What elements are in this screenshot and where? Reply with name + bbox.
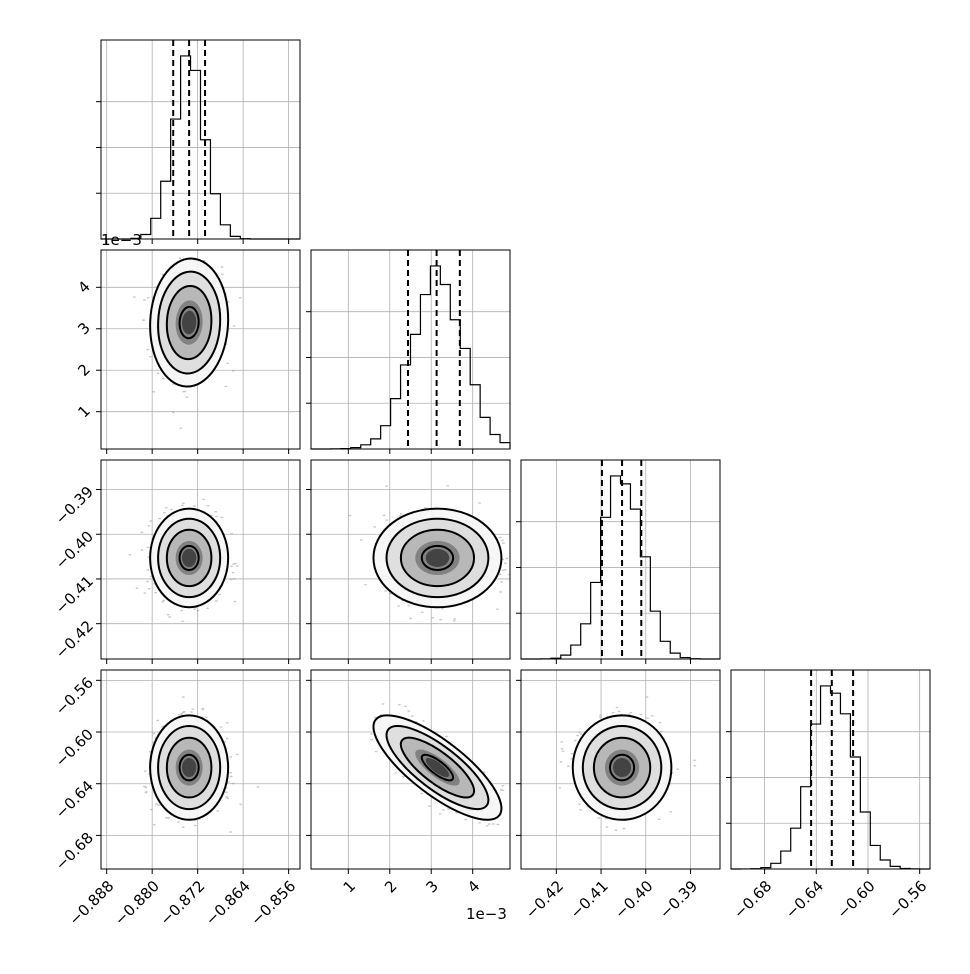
panel-content [558, 696, 697, 831]
histogram-panel-1 [96, 39, 301, 244]
y-tick-label: −0.56 [52, 674, 97, 719]
contour-line [149, 507, 230, 609]
y-tick-label: −0.40 [52, 528, 97, 573]
histogram-steps [520, 475, 721, 660]
panel-frame [520, 459, 721, 660]
panel-frame [100, 39, 301, 240]
histogram-panel-4 [726, 669, 931, 874]
y-tick-label: −0.41 [52, 572, 97, 617]
contour-line [149, 257, 230, 388]
scatter-panel-4-2 [306, 669, 511, 874]
x-tick-label: −0.41 [567, 877, 612, 922]
panel-content [348, 485, 510, 622]
x-tick-label: −0.60 [833, 877, 878, 922]
scatter-panel-2-1 [96, 249, 301, 454]
density-level [425, 757, 450, 778]
contour-line [385, 517, 490, 599]
x-tick-label: 3 [423, 877, 442, 896]
contour-line [420, 753, 455, 782]
y-offset-label: 1e−3 [101, 231, 142, 249]
panel-frame [100, 669, 301, 870]
panel-content [133, 257, 242, 429]
scatter-panel-4-3 [516, 669, 721, 874]
x-tick-label: −0.42 [522, 877, 567, 922]
y-tick-label: −0.42 [52, 617, 97, 662]
density-level [613, 757, 632, 778]
x-tick-label: 4 [464, 877, 483, 896]
panel-frame [100, 249, 301, 450]
histogram-steps [730, 685, 931, 870]
density-level [425, 548, 450, 567]
contour-line [157, 270, 222, 375]
density-level [181, 310, 197, 335]
contour-line [581, 724, 663, 811]
y-tick-label: −0.60 [52, 725, 97, 770]
panel-frame [520, 669, 721, 870]
y-tick-label: 3 [74, 319, 93, 338]
histogram-panel-3 [516, 459, 721, 664]
y-tick-label: −0.64 [52, 777, 97, 822]
contour-line [608, 753, 636, 782]
y-tick-label: 4 [74, 277, 93, 296]
contour-line [399, 528, 476, 588]
x-tick-label: −0.872 [156, 877, 208, 929]
x-tick-label: −0.68 [730, 877, 775, 922]
contour-line [592, 736, 652, 799]
panel-frame [310, 669, 511, 870]
x-tick-label: −0.856 [247, 877, 299, 929]
contour-line [399, 736, 476, 799]
y-tick-label: 2 [74, 360, 93, 379]
scatter-panel-4-1 [96, 669, 301, 874]
x-tick-label: −0.888 [65, 877, 117, 929]
contour-line [149, 714, 230, 821]
contour-line [372, 507, 503, 609]
x-offset-label: 1e−3 [466, 905, 507, 923]
x-tick-label: −0.40 [611, 877, 656, 922]
scatter-panel-3-2 [306, 459, 511, 664]
x-tick-label: −0.64 [782, 877, 827, 922]
panel-content [128, 498, 239, 622]
panel-frame [730, 669, 931, 870]
x-tick-label: −0.880 [111, 877, 163, 929]
panel-frame [100, 459, 301, 660]
contour-line [165, 528, 213, 588]
scatter-panel-3-1 [96, 459, 301, 664]
x-tick-label: −0.39 [656, 877, 701, 922]
histogram-panel-2 [306, 249, 511, 454]
contour-line [178, 544, 200, 572]
density-level [181, 757, 197, 778]
panel-content [369, 703, 505, 827]
contour-line [157, 517, 222, 599]
contour-line [165, 736, 213, 799]
contour-line [178, 753, 200, 782]
contour-line [157, 724, 222, 811]
x-tick-label: 1 [340, 877, 359, 896]
y-tick-label: −0.39 [52, 483, 97, 528]
y-tick-label: −0.68 [52, 829, 97, 874]
density-level [181, 548, 197, 567]
contour-line [420, 544, 455, 572]
x-tick-label: −0.864 [202, 877, 254, 929]
contour-line [571, 714, 673, 821]
contour-line [385, 724, 490, 811]
panel-content [143, 696, 260, 833]
contour-line [165, 284, 213, 361]
x-tick-label: −0.56 [885, 877, 930, 922]
y-tick-label: 1 [74, 402, 93, 421]
panel-frame [310, 249, 511, 450]
contour-line [178, 305, 200, 340]
panel-frame [310, 459, 511, 660]
contour-line [372, 714, 503, 821]
x-tick-label: 2 [381, 877, 400, 896]
